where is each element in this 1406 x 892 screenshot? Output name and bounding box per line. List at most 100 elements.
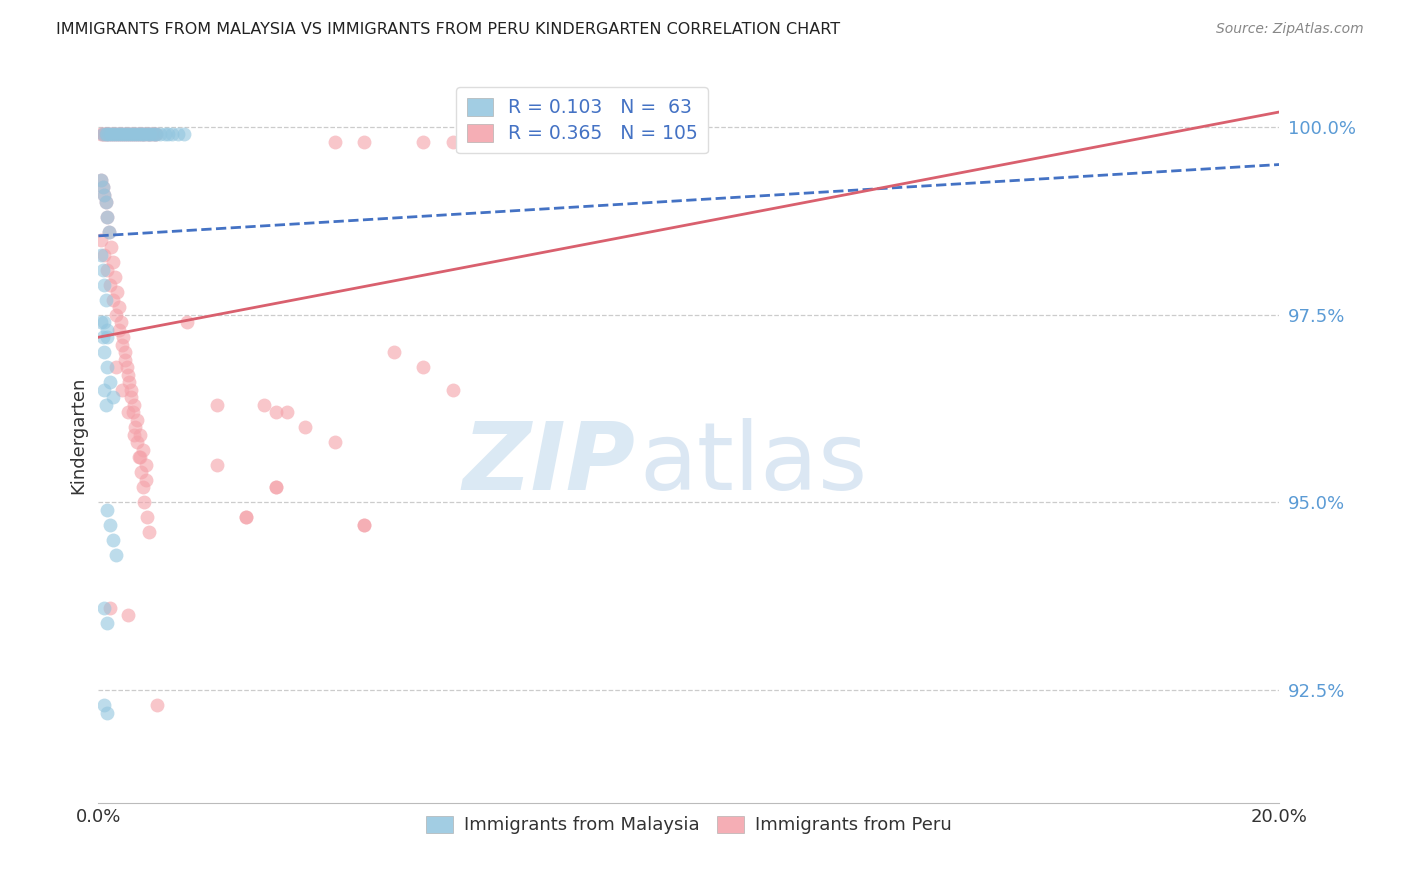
Point <box>91 330 114 344</box>
Point <box>91 180 114 194</box>
Point <box>471 135 494 149</box>
Point <box>139 128 162 142</box>
Point <box>96 360 118 375</box>
Point <box>167 128 190 142</box>
Point <box>98 128 121 142</box>
Point <box>105 285 128 300</box>
Point <box>91 128 114 142</box>
Point <box>103 390 125 404</box>
Point <box>91 262 114 277</box>
Point <box>138 525 160 540</box>
Point <box>138 128 160 142</box>
Point <box>142 128 165 142</box>
Point <box>157 128 180 142</box>
Point <box>96 262 118 277</box>
Point <box>118 376 141 390</box>
Point <box>93 187 115 202</box>
Point <box>382 345 405 359</box>
Point <box>173 128 195 142</box>
Point <box>96 128 118 142</box>
Point <box>96 128 118 142</box>
Point <box>132 442 155 457</box>
Point <box>103 128 125 142</box>
Point <box>132 128 155 142</box>
Point <box>91 128 114 142</box>
Point <box>124 128 146 142</box>
Point <box>145 128 167 142</box>
Legend: Immigrants from Malaysia, Immigrants from Peru: Immigrants from Malaysia, Immigrants fro… <box>419 808 959 842</box>
Point <box>117 368 139 382</box>
Point <box>110 128 132 142</box>
Point <box>128 427 150 442</box>
Point <box>114 128 136 142</box>
Point <box>122 398 145 412</box>
Point <box>93 247 115 261</box>
Point <box>111 337 134 351</box>
Point <box>121 128 143 142</box>
Point <box>94 195 117 210</box>
Point <box>115 360 138 375</box>
Point <box>114 345 136 359</box>
Point <box>91 180 114 194</box>
Point <box>323 435 346 450</box>
Point <box>121 405 143 419</box>
Point <box>108 323 131 337</box>
Point <box>128 128 150 142</box>
Point <box>96 706 118 720</box>
Point <box>104 270 127 285</box>
Point <box>90 315 112 329</box>
Point <box>103 293 125 307</box>
Point <box>128 450 150 465</box>
Point <box>145 128 167 142</box>
Point <box>264 480 287 494</box>
Point <box>93 187 115 202</box>
Point <box>114 128 136 142</box>
Point <box>143 128 166 142</box>
Point <box>94 398 117 412</box>
Point <box>205 398 228 412</box>
Point <box>412 135 434 149</box>
Point <box>139 128 162 142</box>
Point <box>235 510 257 524</box>
Text: atlas: atlas <box>640 418 868 510</box>
Point <box>176 315 198 329</box>
Point <box>120 128 142 142</box>
Point <box>108 300 131 314</box>
Point <box>135 128 157 142</box>
Point <box>98 225 121 239</box>
Point <box>90 233 112 247</box>
Point <box>98 128 121 142</box>
Point <box>93 383 115 397</box>
Point <box>264 480 287 494</box>
Point <box>118 128 141 142</box>
Point <box>117 608 139 623</box>
Point <box>110 315 132 329</box>
Text: IMMIGRANTS FROM MALAYSIA VS IMMIGRANTS FROM PERU KINDERGARTEN CORRELATION CHART: IMMIGRANTS FROM MALAYSIA VS IMMIGRANTS F… <box>56 22 841 37</box>
Point <box>115 128 138 142</box>
Point <box>353 518 375 533</box>
Point <box>98 376 121 390</box>
Point <box>441 383 464 397</box>
Point <box>128 450 150 465</box>
Text: Source: ZipAtlas.com: Source: ZipAtlas.com <box>1216 22 1364 37</box>
Point <box>149 128 172 142</box>
Point <box>142 128 165 142</box>
Point <box>93 698 115 713</box>
Point <box>253 398 276 412</box>
Point <box>105 308 128 322</box>
Point <box>132 128 155 142</box>
Point <box>94 195 117 210</box>
Point <box>125 413 148 427</box>
Point <box>471 135 494 149</box>
Point <box>124 420 146 434</box>
Point <box>105 128 128 142</box>
Point <box>323 135 346 149</box>
Point <box>125 435 148 450</box>
Point <box>108 128 131 142</box>
Point <box>129 466 152 480</box>
Point <box>129 128 152 142</box>
Point <box>108 128 131 142</box>
Point <box>96 323 118 337</box>
Point <box>134 495 156 509</box>
Point <box>138 128 160 142</box>
